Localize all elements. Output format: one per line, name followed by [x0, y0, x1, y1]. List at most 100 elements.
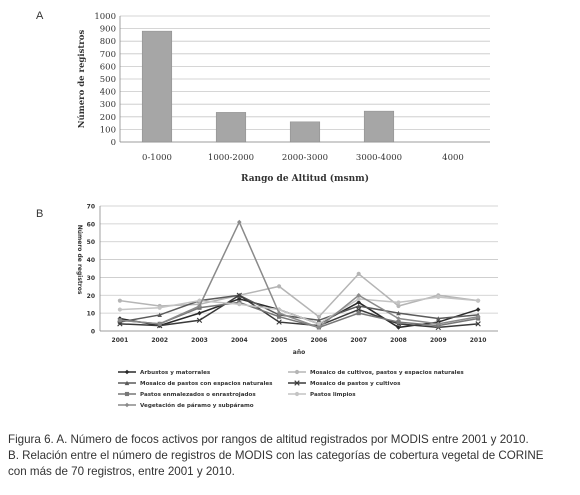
legend-marker — [124, 380, 130, 386]
data-point — [316, 317, 322, 323]
data-point — [476, 298, 481, 303]
legend-marker — [294, 391, 300, 397]
legend-item: Mosaico de pastos con espacios naturales — [118, 380, 273, 387]
data-point — [157, 305, 162, 310]
legend-label: Pastos enmalezados o enrastrojados — [140, 392, 256, 398]
legend-item: Pastos limpios — [288, 391, 356, 398]
data-point — [197, 310, 202, 316]
legend-label: Mosaico de pastos con espacios naturales — [140, 381, 273, 387]
x-tick-label: 2009 — [430, 337, 447, 344]
legend-label: Vegetación de páramo y subpáramo — [140, 402, 254, 409]
bar — [215, 112, 247, 143]
y-tick-label: 300 — [100, 100, 116, 110]
series-line — [119, 294, 479, 329]
data-point — [117, 298, 122, 303]
data-point — [316, 321, 321, 326]
data-point — [316, 314, 321, 319]
y-axis-title: Número de registros — [76, 225, 83, 295]
data-point — [396, 300, 401, 305]
y-tick-label: 400 — [100, 88, 116, 98]
data-point — [396, 316, 401, 321]
data-point — [237, 302, 242, 307]
x-tick-label: 1000-2000 — [208, 153, 254, 163]
x-tick-label: 3000-4000 — [356, 153, 402, 163]
series-group — [117, 295, 481, 326]
legend-marker — [124, 391, 130, 397]
data-point — [396, 310, 401, 316]
data-point — [356, 271, 361, 276]
y-tick-label: 30 — [87, 275, 95, 282]
bar — [363, 110, 395, 143]
legend-label: Arbustos y matorrales — [140, 370, 211, 376]
caption-line-2: B. Relación entre el número de registros… — [8, 449, 544, 462]
legend-label: Mosaico de pastos y cultivos — [310, 381, 401, 387]
y-axis-title: Número de registros — [76, 30, 87, 129]
line-chart-coverage: 0 10 20 30 40 50 60 70 2001 2002 2003 2004 2005 2006 2… — [76, 204, 498, 409]
y-tick-label: 0 — [111, 138, 116, 148]
data-point — [436, 321, 441, 327]
data-point — [157, 312, 162, 317]
panel-a-label: A — [36, 10, 44, 22]
legend-marker — [294, 369, 300, 375]
x-tick-label: 2001 — [112, 337, 129, 344]
caption-line-1: Figura 6. A. Número de focos activos por… — [8, 433, 529, 446]
y-tick-label: 800 — [100, 37, 116, 47]
data-point — [117, 307, 122, 312]
bar-chart-altitude: 0 100 200 300 400 500 600 700 800 900 1000 0-1000 10… — [76, 12, 490, 184]
data-point — [197, 298, 202, 303]
bar — [289, 121, 321, 143]
figure-caption: Figura 6. A. Número de focos activos por… — [8, 432, 574, 480]
data-point — [196, 317, 203, 323]
data-point — [356, 303, 361, 309]
x-tick-label: 2004 — [231, 337, 248, 344]
data-point — [356, 296, 361, 301]
x-tick-label: 2008 — [390, 337, 407, 344]
x-tick-label: 2007 — [350, 337, 367, 344]
y-tick-label: 500 — [100, 75, 116, 85]
x-tick-label: 2005 — [271, 337, 288, 344]
x-tick-label: 2000-3000 — [282, 153, 328, 163]
y-tick-label: 20 — [87, 293, 95, 300]
series-line — [119, 294, 479, 323]
series-line — [119, 220, 479, 329]
data-point — [277, 284, 282, 289]
x-tick-label: 2002 — [151, 337, 168, 344]
legend-marker — [294, 380, 300, 386]
x-axis-title: Rango de Altitud (msnm) — [241, 173, 369, 184]
y-tick-label: 10 — [87, 311, 95, 318]
y-tick-label: 70 — [87, 204, 95, 211]
legend-item: Mosaico de pastos y cultivos — [288, 380, 401, 387]
series-line — [119, 301, 479, 329]
y-tick-label: 200 — [100, 113, 116, 123]
data-point — [396, 320, 401, 325]
y-tick-label: 0 — [91, 329, 95, 336]
x-tick-label: 2010 — [470, 337, 487, 344]
y-tick-label: 600 — [100, 62, 116, 72]
legend-item: Mosaico de cultivos, pastos y espacios n… — [288, 369, 464, 376]
legend-item: Arbustos y matorrales — [118, 369, 211, 376]
legend-marker — [124, 369, 130, 375]
y-tick-label: 100 — [100, 125, 116, 135]
data-point — [396, 303, 401, 309]
data-point — [436, 295, 441, 300]
bar — [141, 30, 173, 143]
y-tick-label: 1000 — [94, 12, 116, 22]
x-tick-label: 2003 — [191, 337, 208, 344]
legend-label: Mosaico de cultivos, pastos y espacios n… — [310, 370, 464, 376]
x-tick-label: 2006 — [311, 337, 328, 344]
data-point — [436, 316, 441, 321]
data-point — [197, 303, 202, 309]
data-point — [276, 310, 282, 316]
data-point — [236, 292, 242, 298]
legend-label: Pastos limpios — [310, 392, 356, 398]
x-tick-label: 4000 — [442, 153, 464, 163]
data-point — [356, 311, 361, 316]
y-tick-label: 40 — [87, 257, 95, 264]
y-tick-label: 900 — [100, 25, 116, 35]
data-point — [475, 321, 481, 327]
data-point — [277, 314, 282, 319]
legend-marker — [124, 402, 130, 408]
data-point — [475, 307, 481, 312]
panel-b-label: B — [36, 208, 44, 220]
legend-item: Pastos enmalezados o enrastrojados — [118, 391, 256, 398]
